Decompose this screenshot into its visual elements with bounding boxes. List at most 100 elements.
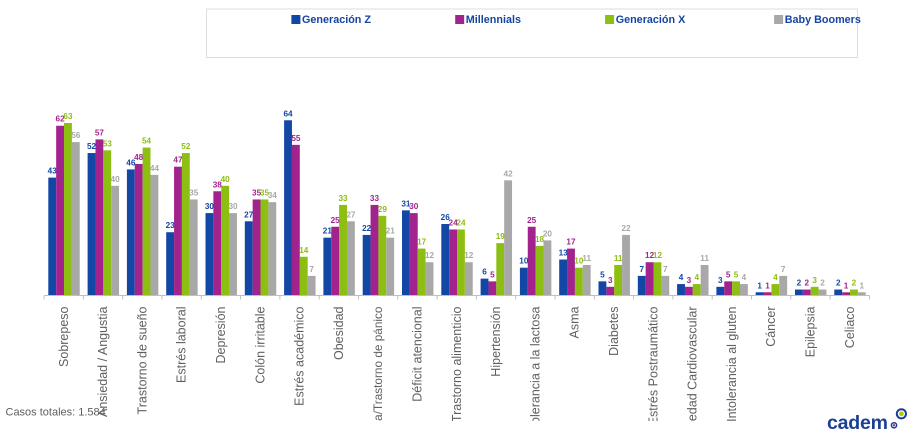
svg-text:52: 52 bbox=[87, 142, 97, 151]
svg-text:2: 2 bbox=[836, 279, 841, 288]
svg-text:12: 12 bbox=[653, 251, 663, 260]
svg-text:12: 12 bbox=[425, 251, 435, 260]
svg-text:Ansiedad / Angustia: Ansiedad / Angustia bbox=[96, 306, 110, 417]
svg-text:4: 4 bbox=[679, 273, 684, 282]
svg-text:23: 23 bbox=[166, 221, 176, 230]
svg-text:38: 38 bbox=[213, 180, 223, 189]
svg-text:35: 35 bbox=[252, 188, 262, 197]
svg-text:1: 1 bbox=[757, 281, 762, 290]
svg-text:52: 52 bbox=[181, 142, 191, 151]
svg-text:33: 33 bbox=[370, 194, 380, 203]
svg-text:11: 11 bbox=[582, 254, 591, 263]
svg-text:33: 33 bbox=[338, 194, 348, 203]
svg-text:12: 12 bbox=[645, 251, 655, 260]
svg-text:18: 18 bbox=[535, 235, 545, 244]
svg-text:3: 3 bbox=[608, 276, 613, 285]
svg-text:7: 7 bbox=[639, 265, 644, 274]
svg-text:42: 42 bbox=[504, 169, 514, 178]
svg-text:11: 11 bbox=[700, 254, 709, 263]
svg-text:21: 21 bbox=[323, 227, 333, 236]
svg-text:4: 4 bbox=[694, 273, 699, 282]
svg-text:12: 12 bbox=[464, 251, 474, 260]
svg-text:6: 6 bbox=[482, 268, 487, 277]
svg-text:Hipertensión: Hipertensión bbox=[489, 306, 503, 376]
svg-text:Baby Boomers: Baby Boomers bbox=[785, 14, 861, 26]
svg-text:Millennials: Millennials bbox=[466, 14, 521, 26]
svg-text:Asma: Asma bbox=[568, 306, 582, 338]
svg-text:Sobrepeso: Sobrepeso bbox=[57, 306, 71, 367]
svg-text:25: 25 bbox=[331, 216, 341, 225]
svg-text:26: 26 bbox=[441, 213, 451, 222]
svg-text:22: 22 bbox=[362, 224, 372, 233]
svg-text:Estrés Postraumático: Estrés Postraumático bbox=[646, 306, 660, 425]
svg-text:17: 17 bbox=[417, 238, 427, 247]
svg-text:Trastorno de sueño: Trastorno de sueño bbox=[135, 306, 149, 414]
svg-text:1: 1 bbox=[765, 281, 770, 290]
svg-text:Diabetes: Diabetes bbox=[607, 307, 621, 356]
svg-text:5: 5 bbox=[600, 270, 605, 279]
svg-text:2: 2 bbox=[805, 279, 810, 288]
svg-text:1: 1 bbox=[844, 281, 849, 290]
svg-text:13: 13 bbox=[559, 249, 569, 258]
svg-text:Celiaco: Celiaco bbox=[843, 306, 857, 348]
svg-text:Estrés laboral: Estrés laboral bbox=[175, 307, 189, 383]
svg-text:46: 46 bbox=[126, 158, 136, 167]
svg-text:cadem: cadem bbox=[827, 412, 888, 434]
svg-text:27: 27 bbox=[346, 210, 356, 219]
svg-text:2: 2 bbox=[820, 279, 825, 288]
svg-text:64: 64 bbox=[283, 109, 293, 118]
svg-text:29: 29 bbox=[378, 205, 388, 214]
svg-text:11: 11 bbox=[614, 254, 623, 263]
svg-text:43: 43 bbox=[48, 167, 58, 176]
svg-text:24: 24 bbox=[449, 218, 459, 227]
svg-text:5: 5 bbox=[734, 270, 739, 279]
svg-text:19: 19 bbox=[496, 232, 506, 241]
svg-text:7: 7 bbox=[663, 265, 668, 274]
svg-text:Generación X: Generación X bbox=[616, 14, 686, 26]
svg-text:4: 4 bbox=[742, 273, 747, 282]
svg-text:30: 30 bbox=[409, 202, 419, 211]
svg-text:Trastorno alimenticio: Trastorno alimenticio bbox=[450, 306, 464, 422]
svg-text:24: 24 bbox=[456, 218, 466, 227]
svg-text:Obesidad: Obesidad bbox=[332, 306, 346, 360]
svg-text:10: 10 bbox=[574, 257, 584, 266]
svg-text:31: 31 bbox=[401, 199, 411, 208]
svg-text:53: 53 bbox=[103, 139, 113, 148]
svg-text:55: 55 bbox=[291, 134, 301, 143]
svg-text:3: 3 bbox=[687, 276, 692, 285]
svg-text:4: 4 bbox=[773, 273, 778, 282]
svg-text:40: 40 bbox=[111, 175, 121, 184]
svg-text:Casos totales: 1.584: Casos totales: 1.584 bbox=[6, 407, 106, 419]
svg-text:Cáncer: Cáncer bbox=[764, 307, 778, 347]
svg-text:7: 7 bbox=[309, 265, 314, 274]
svg-text:Colón irritable: Colón irritable bbox=[253, 306, 267, 383]
svg-text:21: 21 bbox=[386, 227, 396, 236]
svg-text:17: 17 bbox=[566, 238, 576, 247]
svg-text:10: 10 bbox=[519, 257, 529, 266]
svg-text:Generación Z: Generación Z bbox=[302, 14, 371, 26]
svg-text:Depresión: Depresión bbox=[214, 306, 228, 363]
svg-text:34: 34 bbox=[268, 191, 278, 200]
svg-text:48: 48 bbox=[134, 153, 144, 162]
svg-text:35: 35 bbox=[189, 188, 199, 197]
svg-text:56: 56 bbox=[71, 131, 81, 140]
svg-text:Estrés académico: Estrés académico bbox=[293, 306, 307, 405]
svg-text:30: 30 bbox=[228, 202, 238, 211]
svg-text:2: 2 bbox=[852, 279, 857, 288]
svg-text:2: 2 bbox=[797, 279, 802, 288]
svg-text:44: 44 bbox=[150, 164, 160, 173]
svg-text:7: 7 bbox=[781, 265, 786, 274]
svg-text:22: 22 bbox=[621, 224, 631, 233]
svg-text:Epilepsia: Epilepsia bbox=[803, 306, 817, 357]
svg-text:Intolerancia al gluten: Intolerancia al gluten bbox=[725, 306, 739, 421]
svg-text:3: 3 bbox=[718, 276, 723, 285]
svg-text:54: 54 bbox=[142, 137, 152, 146]
svg-text:20: 20 bbox=[543, 229, 553, 238]
svg-text:25: 25 bbox=[527, 216, 537, 225]
svg-text:1: 1 bbox=[860, 281, 865, 290]
svg-text:14: 14 bbox=[299, 246, 309, 255]
svg-text:Enfermedad Cardiovascular: Enfermedad Cardiovascular bbox=[686, 307, 700, 440]
svg-text:Intolerancia a la lactosa: Intolerancia a la lactosa bbox=[528, 306, 542, 437]
svg-text:63: 63 bbox=[63, 112, 73, 121]
svg-text:27: 27 bbox=[244, 210, 254, 219]
